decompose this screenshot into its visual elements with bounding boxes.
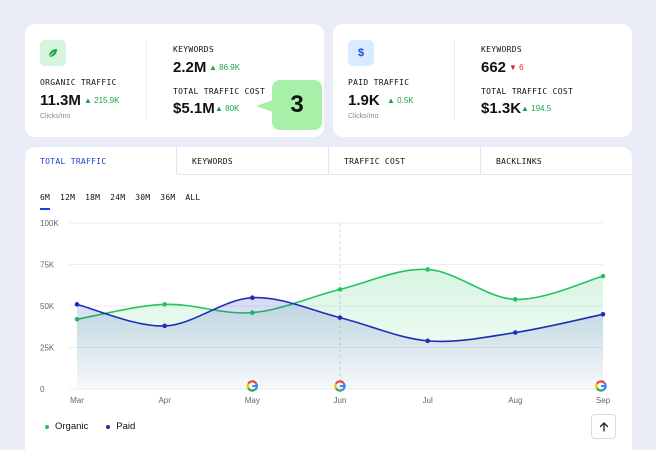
organic-keywords-delta: ▲ 86.9K — [209, 63, 241, 72]
range-all[interactable]: ALL — [185, 193, 201, 202]
divider — [454, 40, 455, 120]
organic-keywords-label: KEYWORDS — [173, 45, 214, 54]
range-selector: 6M 12M 18M 24M 30M 36M ALL — [40, 193, 200, 210]
x-tick-label: Apr — [158, 396, 171, 405]
data-point-paid — [600, 312, 606, 317]
legend-label-paid: Paid — [116, 421, 136, 432]
google-update-icon[interactable] — [595, 380, 607, 392]
tab-keywords[interactable]: KEYWORDS — [177, 147, 329, 175]
google-update-icon[interactable] — [246, 380, 259, 392]
range-12m[interactable]: 12M — [60, 193, 76, 202]
data-point-paid — [162, 323, 167, 329]
paid-cost-delta: ▲ 194.5 — [521, 104, 552, 113]
legend-item-organic[interactable]: Organic — [45, 421, 88, 432]
chart-legend: Organic Paid — [45, 421, 135, 432]
leaf-icon — [40, 40, 66, 66]
legend-label-organic: Organic — [55, 421, 89, 432]
divider — [146, 40, 147, 120]
x-tick-label: May — [245, 396, 260, 405]
data-point-organic — [162, 302, 167, 307]
step-badge-pointer — [256, 100, 273, 112]
organic-traffic-unit: Clicks/mo — [40, 113, 71, 120]
y-tick-label: 50K — [40, 302, 55, 311]
y-tick-label: 0 — [40, 385, 45, 394]
x-tick-label: Mar — [70, 396, 84, 405]
y-tick-label: 75K — [40, 261, 55, 270]
paid-keywords-value: 662 — [481, 59, 507, 76]
range-30m[interactable]: 30M — [135, 193, 151, 202]
google-update-icon[interactable] — [334, 380, 346, 392]
range-18m[interactable]: 18M — [85, 193, 101, 202]
range-6m[interactable]: 6M — [40, 193, 51, 210]
paid-keywords-delta: ▼ 6 — [509, 63, 524, 72]
data-point-organic — [513, 297, 518, 302]
tab-total-traffic[interactable]: TOTAL TRAFFIC — [25, 147, 177, 175]
scroll-to-top-button[interactable] — [591, 414, 616, 439]
paid-traffic-label: PAID TRAFFIC — [348, 78, 410, 87]
x-tick-label: Sep — [596, 396, 611, 405]
x-tick-label: Jun — [334, 396, 347, 405]
organic-cost-label: TOTAL TRAFFIC COST — [173, 87, 266, 96]
tab-backlinks[interactable]: BACKLINKS — [481, 147, 632, 175]
paid-traffic-value: 1.9K — [348, 92, 380, 109]
data-point-organic — [600, 273, 606, 279]
organic-traffic-delta: ▲ 215.9K — [84, 96, 120, 105]
data-point-paid — [250, 295, 255, 301]
paid-cost-value: $1.3K — [481, 100, 522, 117]
data-point-organic — [425, 267, 430, 272]
dollar-icon: $ — [348, 40, 374, 66]
data-point-paid — [74, 302, 80, 307]
paid-traffic-delta: ▲ 0.5K — [387, 96, 414, 105]
data-point-paid — [425, 338, 430, 344]
step-badge: 3 — [272, 80, 322, 130]
organic-cost-delta: ▲ 80K — [215, 104, 240, 113]
x-tick-label: Aug — [508, 396, 522, 405]
legend-dot-organic — [45, 424, 49, 429]
paid-summary-card: $ PAID TRAFFIC 1.9K ▲ 0.5K Clicks/mo KEY… — [333, 24, 632, 137]
data-point-paid — [513, 330, 518, 335]
paid-traffic-unit: Clicks/mo — [348, 113, 379, 120]
range-24m[interactable]: 24M — [110, 193, 126, 202]
data-point-paid — [337, 315, 343, 320]
data-point-organic — [337, 287, 343, 292]
tab-traffic-cost[interactable]: TRAFFIC COST — [329, 147, 481, 175]
series-area-paid — [77, 297, 603, 389]
paid-keywords-label: KEYWORDS — [481, 45, 522, 54]
paid-cost-label: TOTAL TRAFFIC COST — [481, 87, 574, 96]
arrow-up-icon — [599, 421, 608, 432]
legend-dot-paid — [106, 424, 111, 429]
range-36m[interactable]: 36M — [160, 193, 176, 202]
organic-traffic-label: ORGANIC TRAFFIC — [40, 78, 117, 87]
x-tick-label: Jul — [423, 396, 433, 405]
chart-tabs: TOTAL TRAFFIC KEYWORDS TRAFFIC COST BACK… — [25, 147, 632, 175]
legend-item-paid[interactable]: Paid — [106, 421, 135, 432]
organic-traffic-value: 11.3M — [40, 92, 81, 109]
y-tick-label: 25K — [40, 344, 55, 353]
organic-keywords-value: 2.2M — [173, 59, 207, 76]
organic-summary-card: ORGANIC TRAFFIC 11.3M ▲ 215.9K Clicks/mo… — [25, 24, 324, 137]
y-tick-label: 100K — [40, 219, 59, 228]
organic-cost-value: $5.1M — [173, 100, 215, 117]
